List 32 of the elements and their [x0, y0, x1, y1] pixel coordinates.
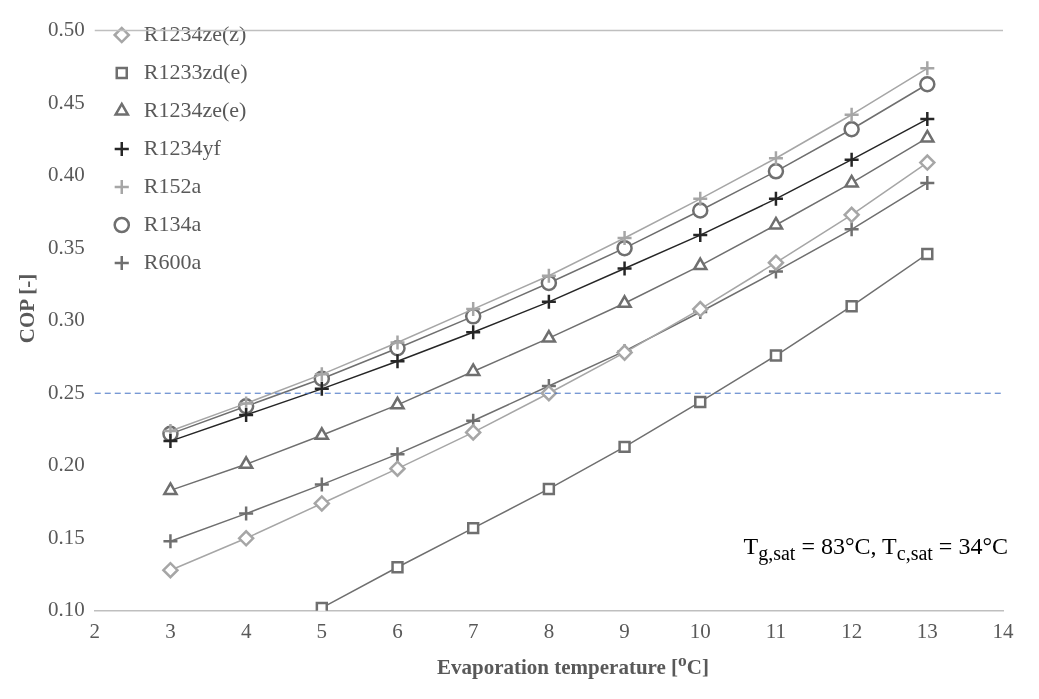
- x-tick-label: 9: [619, 618, 630, 643]
- y-tick-label: 0.15: [48, 524, 85, 549]
- x-tick-label: 13: [916, 618, 938, 643]
- y-tick-label: 0.35: [48, 234, 85, 259]
- x-tick-label: 4: [240, 618, 252, 643]
- y-tick-label: 0.40: [48, 162, 85, 187]
- legend-label: R600a: [143, 248, 202, 274]
- y-tick-label: 0.30: [48, 307, 85, 332]
- x-tick-label: 11: [765, 618, 787, 643]
- annotation: T$_{g,sat}$ = 83°C, T$_{c,sat}$ = 34°C: [743, 533, 1008, 565]
- x-tick-label: 8: [543, 618, 555, 643]
- y-tick-label: 0.45: [48, 89, 85, 114]
- legend-label: R1233zd(e): [143, 58, 248, 84]
- y-axis-title: COP [-]: [15, 273, 41, 343]
- x-tick-label: 14: [992, 618, 1014, 643]
- legend-label: R1234ze(e): [143, 96, 247, 122]
- legend-label: R134a: [143, 210, 202, 236]
- y-tick-label: 0.20: [48, 452, 85, 477]
- x-tick-label: 12: [841, 618, 863, 643]
- y-tick-label: 0.50: [48, 17, 85, 42]
- y-tick-label: 0.25: [48, 379, 85, 404]
- x-tick-label: 7: [467, 618, 479, 643]
- x-tick-label: 2: [89, 618, 100, 643]
- x-tick-label: 10: [689, 618, 711, 643]
- x-tick-label: 5: [316, 618, 328, 643]
- y-tick-label: 0.10: [48, 597, 85, 622]
- legend-label: R1234ze(z): [143, 20, 247, 46]
- x-tick-label: 6: [392, 618, 403, 643]
- legend-label: R152a: [143, 172, 202, 198]
- legend-label: R1234yf: [143, 134, 222, 160]
- x-axis-title: Evaporation temperature [$^{o}$C]: [436, 650, 710, 680]
- x-tick-label: 3: [165, 618, 176, 643]
